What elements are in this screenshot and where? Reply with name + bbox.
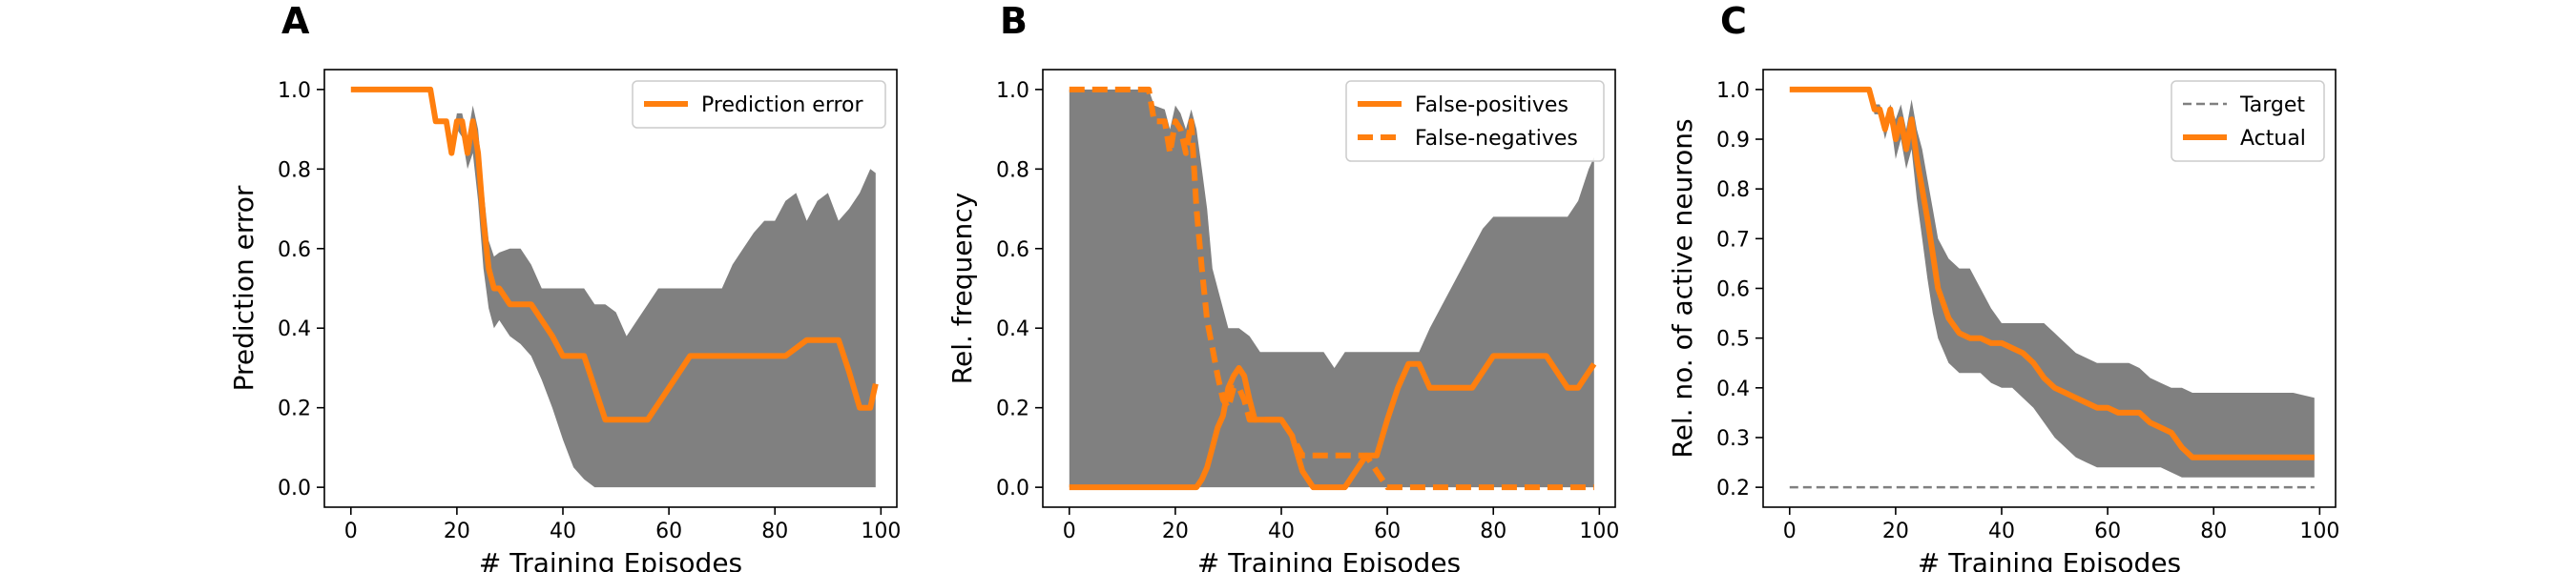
- legend-label: Actual: [2240, 127, 2306, 151]
- panel-letter: B: [1000, 0, 1028, 42]
- x-axis-label: # Training Episodes: [1197, 547, 1461, 572]
- legend-label: Target: [2239, 93, 2305, 117]
- y-tick-label: 0.4: [278, 317, 311, 341]
- y-axis-label: Rel. frequency: [946, 193, 978, 384]
- y-tick-label: 0.4: [996, 317, 1029, 341]
- series-line-actual: [1789, 86, 2315, 460]
- y-tick-label: 0.4: [1716, 378, 1750, 401]
- y-tick-label: 0.3: [1716, 427, 1750, 451]
- legend-box: [2171, 80, 2325, 162]
- series-line-prediction-error: [350, 86, 879, 423]
- x-tick-label: 40: [1268, 520, 1295, 543]
- x-axis-label: # Training Episodes: [479, 547, 742, 572]
- y-tick-label: 0.8: [1716, 178, 1750, 202]
- y-tick-label: 0.0: [996, 477, 1029, 500]
- x-tick-label: 100: [861, 520, 901, 543]
- y-tick-label: 0.2: [278, 398, 311, 421]
- x-tick-label: 80: [761, 520, 788, 543]
- panel-letter: A: [281, 0, 310, 42]
- y-tick-label: 0.7: [1716, 228, 1750, 252]
- legend: Target Actual: [2171, 80, 2325, 162]
- y-tick-label: 0.8: [278, 158, 311, 182]
- y-tick-label: 0.5: [1716, 328, 1750, 352]
- y-tick-label: 0.6: [1716, 278, 1750, 302]
- x-tick-label: 100: [1579, 520, 1619, 543]
- legend: Prediction error: [632, 80, 886, 129]
- y-tick-label: 0.6: [278, 238, 311, 262]
- legend-label: False-negatives: [1415, 127, 1578, 151]
- legend-label: Prediction error: [701, 93, 863, 117]
- series-line-false-negatives: [1069, 86, 1594, 491]
- x-tick-label: 0: [1783, 520, 1797, 543]
- legend-box: [632, 80, 886, 129]
- x-tick-label: 20: [1162, 520, 1189, 543]
- x-tick-label: 40: [1988, 520, 2015, 543]
- x-axis-label: # Training Episodes: [1918, 547, 2181, 572]
- legend: False-positives False-negatives: [1345, 80, 1605, 162]
- panel-b: B 0 20 40 60 80 100 0.0 0.2 0.4 0.6 0.8 1.0 # Trainin…: [946, 0, 1619, 572]
- y-tick-label: 1.0: [278, 79, 311, 103]
- y-tick-label: 0.9: [1716, 129, 1750, 153]
- x-tick-label: 80: [1480, 520, 1506, 543]
- x-tick-label: 100: [2299, 520, 2339, 543]
- axes-frame: [323, 69, 898, 508]
- x-tick-label: 60: [2094, 520, 2121, 543]
- y-axis-label: Rel. no. of active neurons: [1667, 118, 1698, 458]
- x-tick-label: 0: [1063, 520, 1076, 543]
- y-tick-label: 0.0: [278, 477, 311, 500]
- x-tick-label: 20: [1882, 520, 1909, 543]
- panel-a: A 0 20 40 60 80 100 0.0 0.2 0.4 0.6 0.8 1.0 # Trainin…: [228, 0, 901, 572]
- y-tick-label: 0.6: [996, 238, 1029, 262]
- panel-c: C 0 20 40 60 80 100 0.2 0.3 0.4 0.5 0.6 0.7 0.8 0.9 1.0…: [1667, 0, 2339, 572]
- y-tick-label: 0.2: [996, 398, 1029, 421]
- x-tick-label: 60: [1374, 520, 1401, 543]
- series-line-false-positives: [1069, 353, 1597, 491]
- x-tick-label: 20: [444, 520, 470, 543]
- x-tick-label: 40: [550, 520, 576, 543]
- confidence-band: [350, 89, 876, 488]
- legend-label: False-positives: [1415, 93, 1568, 117]
- y-tick-label: 0.8: [996, 158, 1029, 182]
- x-tick-label: 0: [344, 520, 358, 543]
- x-tick-label: 60: [655, 520, 682, 543]
- axes-frame: [1042, 69, 1616, 508]
- y-tick-label: 0.2: [1716, 477, 1750, 500]
- x-tick-label: 80: [2200, 520, 2227, 543]
- y-tick-label: 1.0: [1716, 79, 1750, 103]
- panel-letter: C: [1720, 0, 1747, 42]
- legend-box: [1345, 80, 1605, 162]
- y-axis-label: Prediction error: [228, 185, 260, 391]
- y-tick-label: 1.0: [996, 79, 1029, 103]
